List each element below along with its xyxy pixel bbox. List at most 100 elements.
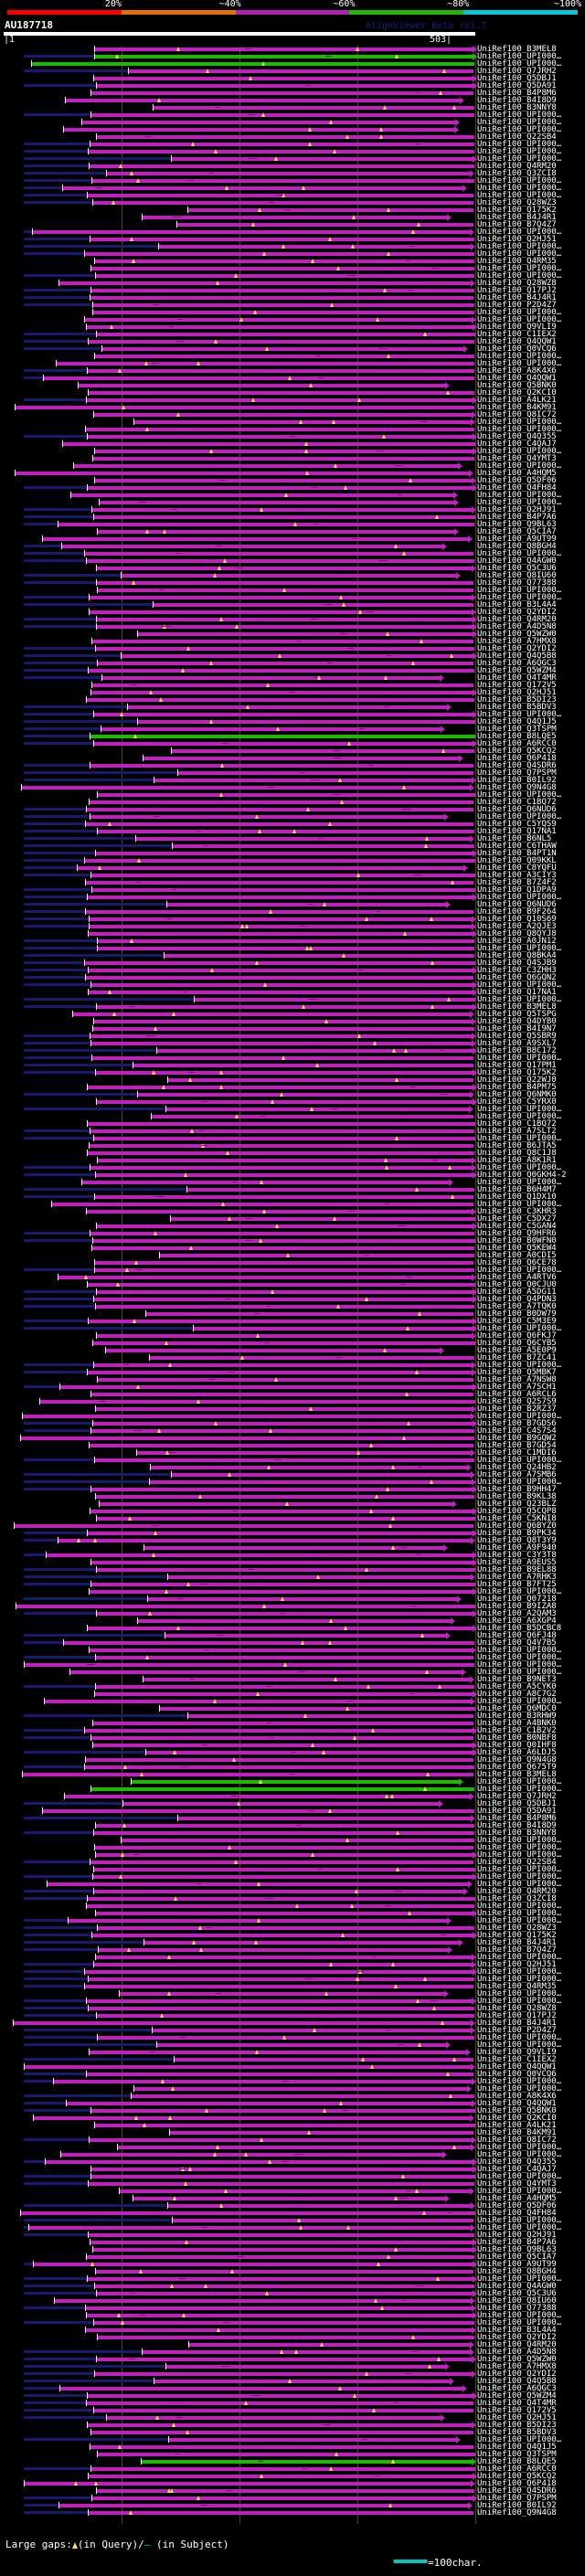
hsp-bar[interactable] bbox=[34, 2116, 470, 2120]
hit-label[interactable]: UniRef100_Q8IC72 bbox=[477, 410, 557, 419]
hit-label[interactable]: UniRef100_Q4AGW0 bbox=[477, 2282, 557, 2291]
alignment-row[interactable]: UniRef100_UPI000… bbox=[0, 1267, 585, 1275]
hit-label[interactable]: UniRef100_UPI000… bbox=[477, 944, 562, 953]
hit-label[interactable]: UniRef100_Q4T4MR bbox=[477, 2399, 557, 2408]
hit-label[interactable]: UniRef100_B9F264 bbox=[477, 907, 557, 917]
alignment-row[interactable]: UniRef100_Q28WZ3 bbox=[0, 1924, 585, 1933]
hsp-bar[interactable] bbox=[89, 1320, 473, 1323]
hit-label[interactable]: UniRef100_Q5CQP8 bbox=[477, 1507, 557, 1516]
alignment-row[interactable]: UniRef100_UPI000… bbox=[0, 981, 585, 990]
alignment-row[interactable]: UniRef100_A4LK21 bbox=[0, 397, 585, 405]
hit-label[interactable]: UniRef100_UPI000… bbox=[477, 191, 562, 200]
hit-label[interactable]: UniRef100_B9KL38 bbox=[477, 1492, 557, 1501]
alignment-row[interactable]: UniRef100_Q4QQW1 bbox=[0, 2063, 585, 2072]
hsp-bar[interactable] bbox=[85, 1765, 474, 1769]
hit-label[interactable]: UniRef100_Q8IU60 bbox=[477, 571, 557, 580]
hit-label[interactable]: UniRef100_Q6P418 bbox=[477, 2479, 557, 2488]
hsp-bar[interactable] bbox=[86, 881, 473, 885]
hsp-bar[interactable] bbox=[96, 1824, 474, 1828]
hsp-bar[interactable] bbox=[172, 1473, 471, 1477]
hsp-bar[interactable] bbox=[92, 684, 473, 687]
hit-label[interactable]: UniRef100_UPI000… bbox=[477, 1865, 562, 1874]
hit-label[interactable]: UniRef100_Q2HJ51 bbox=[477, 235, 557, 244]
hit-label[interactable]: UniRef100_UPI000… bbox=[477, 1478, 562, 1487]
hit-label[interactable]: UniRef100_A8K4X6 bbox=[477, 2092, 557, 2101]
hit-label[interactable]: UniRef100_B9PK34 bbox=[477, 1529, 557, 1538]
hsp-bar[interactable] bbox=[188, 1714, 473, 1718]
alignment-row[interactable]: UniRef100_Q0GKH4‑2 bbox=[0, 1171, 585, 1180]
hit-label[interactable]: UniRef100_B7GD54 bbox=[477, 1441, 557, 1450]
hsp-bar[interactable] bbox=[64, 128, 454, 132]
alignment-row[interactable]: UniRef100_B3MEL8 bbox=[0, 46, 585, 54]
alignment-row[interactable]: UniRef100_A4BNK0 bbox=[0, 1720, 585, 1728]
alignment-row[interactable]: UniRef100_Q2HJ51 bbox=[0, 235, 585, 244]
alignment-row[interactable]: UniRef100_B4J4R1 bbox=[0, 1939, 585, 1947]
hsp-bar[interactable] bbox=[96, 1305, 474, 1309]
hsp-bar[interactable] bbox=[85, 1985, 473, 1988]
alignment-row[interactable]: UniRef100_B4P7A6 bbox=[0, 514, 585, 522]
alignment-row[interactable]: UniRef100_B7Q4Z7 bbox=[0, 1946, 585, 1955]
hsp-bar[interactable] bbox=[88, 2277, 473, 2281]
hit-label[interactable]: UniRef100_UPI000… bbox=[477, 1324, 562, 1333]
hsp-bar[interactable] bbox=[144, 1546, 443, 1550]
alignment-row[interactable]: UniRef100_B0IL92 bbox=[0, 777, 585, 785]
hit-label[interactable]: UniRef100_A6XGP4 bbox=[477, 1617, 557, 1626]
hsp-bar[interactable] bbox=[85, 961, 475, 965]
alignment-row[interactable]: UniRef100_UPI000… bbox=[0, 1910, 585, 1918]
alignment-row[interactable]: UniRef100_Q0VCQ6 bbox=[0, 2071, 585, 2079]
alignment-row[interactable]: UniRef100_UPI000… bbox=[0, 1903, 585, 1911]
alignment-row[interactable]: UniRef100_A7NSW8 bbox=[0, 1376, 585, 1384]
alignment-row[interactable]: UniRef100_Q17PJ2 bbox=[0, 287, 585, 295]
alignment-row[interactable]: UniRef100_Q8BKA4 bbox=[0, 952, 585, 960]
hsp-bar[interactable] bbox=[96, 1071, 473, 1075]
alignment-row[interactable]: UniRef100_Q1DX10 bbox=[0, 1193, 585, 1202]
hit-label[interactable]: UniRef100_C3ZHH3 bbox=[477, 966, 557, 975]
alignment-row[interactable]: UniRef100_Q5KEW4 bbox=[0, 1245, 585, 1253]
hsp-bar[interactable] bbox=[93, 1875, 473, 1879]
alignment-row[interactable]: UniRef100_C5KNI8 bbox=[0, 1515, 585, 1523]
alignment-row[interactable]: UniRef100_UPI000… bbox=[0, 272, 585, 281]
hsp-bar[interactable] bbox=[89, 2182, 474, 2186]
hsp-bar[interactable] bbox=[90, 164, 474, 168]
alignment-row[interactable]: UniRef100_UPI000… bbox=[0, 243, 585, 251]
hit-label[interactable]: UniRef100_Q4Q5B8 bbox=[477, 652, 557, 661]
hsp-bar[interactable] bbox=[97, 1568, 475, 1572]
hit-label[interactable]: UniRef100_B6H4M7 bbox=[477, 1185, 557, 1194]
hsp-bar[interactable] bbox=[88, 2394, 473, 2398]
hit-label[interactable]: UniRef100_UPI000… bbox=[477, 812, 562, 822]
alignment-row[interactable]: UniRef100_Q4PDN3 bbox=[0, 1296, 585, 1304]
hit-label[interactable]: UniRef100_Q1DX10 bbox=[477, 1193, 557, 1202]
hit-label[interactable]: UniRef100_UPI000… bbox=[477, 1653, 562, 1662]
hsp-bar[interactable] bbox=[144, 1941, 459, 1945]
hsp-bar[interactable] bbox=[101, 727, 441, 731]
hsp-bar[interactable] bbox=[148, 1597, 457, 1601]
alignment-row[interactable]: UniRef100_Q5WZM4 bbox=[0, 667, 585, 675]
hit-label[interactable]: UniRef100_Q6NMK0 bbox=[477, 1090, 557, 1099]
hsp-bar[interactable] bbox=[195, 998, 475, 1002]
hit-label[interactable]: UniRef100_B5DCBC8 bbox=[477, 1624, 562, 1633]
alignment-row[interactable]: UniRef100_Q5KCQ2 bbox=[0, 747, 585, 756]
hit-label[interactable]: UniRef100_C5YRX0 bbox=[477, 1097, 557, 1107]
hsp-bar[interactable] bbox=[89, 2475, 473, 2478]
alignment-row[interactable]: UniRef100_A7HMX8 bbox=[0, 2363, 585, 2371]
alignment-row[interactable]: UniRef100_C6THAW bbox=[0, 843, 585, 851]
alignment-row[interactable]: UniRef100_A6QGC3 bbox=[0, 2385, 585, 2393]
alignment-row[interactable]: UniRef100_UPI000… bbox=[0, 1873, 585, 1882]
hit-label[interactable]: UniRef100_Q9N4G8 bbox=[477, 783, 557, 792]
alignment-row[interactable]: UniRef100_C3Y3T8 bbox=[0, 1552, 585, 1560]
hit-label[interactable]: UniRef100_UPI000… bbox=[477, 111, 562, 120]
hsp-bar[interactable] bbox=[23, 1773, 473, 1776]
hsp-bar[interactable] bbox=[146, 1751, 473, 1754]
hsp-bar[interactable] bbox=[118, 2146, 471, 2149]
alignment-row[interactable]: UniRef100_UPI000… bbox=[0, 316, 585, 324]
hsp-bar[interactable] bbox=[194, 1327, 473, 1330]
alignment-row[interactable]: UniRef100_B3MEL8 bbox=[0, 1771, 585, 1779]
hit-label[interactable]: UniRef100_Q4Q355 bbox=[477, 432, 557, 441]
hit-label[interactable]: UniRef100_Q4AGW0 bbox=[477, 557, 557, 566]
alignment-row[interactable]: UniRef100_A2QAM3 bbox=[0, 1610, 585, 1618]
alignment-row[interactable]: UniRef100_UPI000… bbox=[0, 1135, 585, 1143]
hsp-bar[interactable] bbox=[143, 216, 447, 219]
alignment-row[interactable]: UniRef100_UPI000… bbox=[0, 1055, 585, 1063]
hsp-bar[interactable] bbox=[97, 2292, 473, 2295]
hit-label[interactable]: UniRef100_C1IEX2 bbox=[477, 330, 557, 339]
